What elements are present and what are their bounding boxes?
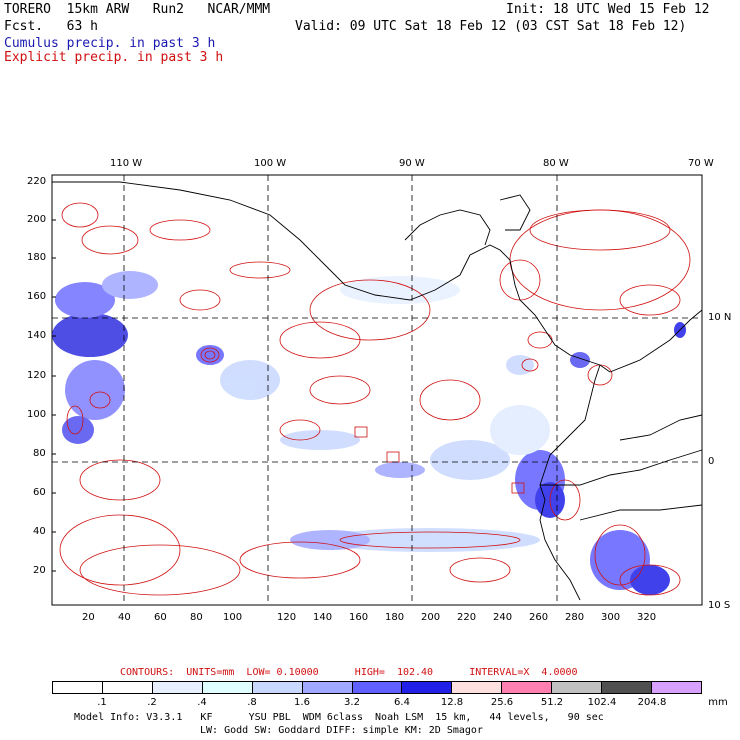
y-tick: 40 xyxy=(33,526,46,537)
x-tick: 220 xyxy=(457,612,477,623)
colorbar-swatch xyxy=(302,682,353,693)
colorbar-swatch xyxy=(652,682,701,693)
colorbar-swatch xyxy=(552,682,603,693)
colorbar-swatch xyxy=(402,682,453,693)
x-tick: 80 xyxy=(190,612,203,623)
lon-label-80w: 80 W xyxy=(543,158,569,169)
y-tick: 220 xyxy=(27,176,47,187)
x-tick: 40 xyxy=(118,612,131,623)
lat-label-10s: 10 S xyxy=(708,600,731,611)
lon-label-90w: 90 W xyxy=(399,158,425,169)
x-tick: 240 xyxy=(493,612,513,623)
y-tick: 100 xyxy=(27,409,47,420)
axis-ticks xyxy=(52,181,56,572)
colorbar-swatch xyxy=(202,682,253,693)
lon-label-110w: 110 W xyxy=(110,158,143,169)
colorbar xyxy=(52,681,702,694)
explicit-legend: Explicit precip. in past 3 h xyxy=(4,50,224,65)
colorbar-swatch xyxy=(502,682,553,693)
x-tick: 200 xyxy=(421,612,441,623)
lat-label-0: 0 xyxy=(708,456,715,467)
colorbar-label: 25.6 xyxy=(490,697,514,708)
contour-info: CONTOURS: UNITS=mm LOW= 0.10000 HIGH= 10… xyxy=(120,667,578,678)
valid-time: Valid: 09 UTC Sat 18 Feb 12 (03 CST Sat … xyxy=(295,19,687,34)
forecast-hour: Fcst. 63 h xyxy=(4,19,98,34)
y-tick: 180 xyxy=(27,252,47,263)
y-tick: 200 xyxy=(27,214,47,225)
x-tick: 260 xyxy=(529,612,549,623)
model-title: TORERO 15km ARW Run2 NCAR/MMM xyxy=(4,2,271,17)
y-tick: 160 xyxy=(27,291,47,302)
model-info-line1: Model Info: V3.3.1 KF YSU PBL WDM 6class… xyxy=(74,712,604,723)
colorbar-label: 3.2 xyxy=(344,697,360,708)
colorbar-swatch xyxy=(152,682,203,693)
y-tick: 120 xyxy=(27,370,47,381)
y-tick: 140 xyxy=(27,330,47,341)
colorbar-swatch xyxy=(452,682,503,693)
colorbar-unit: mm xyxy=(708,697,728,708)
model-info-line2: LW: Godd SW: Goddard DIFF: simple KM: 2D… xyxy=(200,725,483,736)
x-tick: 120 xyxy=(277,612,297,623)
x-tick: 140 xyxy=(313,612,333,623)
x-tick: 180 xyxy=(385,612,405,623)
colorbar-swatch xyxy=(53,682,103,693)
x-tick: 160 xyxy=(349,612,369,623)
y-tick: 60 xyxy=(33,487,46,498)
graticule xyxy=(52,175,702,605)
x-tick: 100 xyxy=(223,612,243,623)
colorbar-label: 204.8 xyxy=(637,697,667,708)
y-tick: 20 xyxy=(33,565,46,576)
init-time: Init: 18 UTC Wed 15 Feb 12 xyxy=(506,2,710,17)
colorbar-swatch xyxy=(102,682,153,693)
x-tick: 320 xyxy=(637,612,657,623)
colorbar-label: .8 xyxy=(247,697,257,708)
lon-label-70w: 70 W xyxy=(688,158,714,169)
colorbar-label: 6.4 xyxy=(394,697,410,708)
colorbar-label: .1 xyxy=(97,697,107,708)
colorbar-label: .4 xyxy=(197,697,207,708)
colorbar-label: 51.2 xyxy=(540,697,564,708)
colorbar-swatch xyxy=(252,682,303,693)
colorbar-label: 1.6 xyxy=(294,697,310,708)
x-tick: 300 xyxy=(601,612,621,623)
x-tick: 280 xyxy=(565,612,585,623)
cumulus-legend: Cumulus precip. in past 3 h xyxy=(4,36,216,51)
coastlines xyxy=(52,181,703,601)
colorbar-label: .2 xyxy=(147,697,157,708)
colorbar-label: 102.4 xyxy=(587,697,617,708)
y-tick: 80 xyxy=(33,448,46,459)
colorbar-swatch xyxy=(352,682,403,693)
lon-label-100w: 100 W xyxy=(254,158,287,169)
colorbar-label: 12.8 xyxy=(440,697,464,708)
colorbar-swatch xyxy=(602,682,653,693)
x-tick: 20 xyxy=(82,612,95,623)
lat-label-10n: 10 N xyxy=(708,312,732,323)
x-tick: 60 xyxy=(154,612,167,623)
